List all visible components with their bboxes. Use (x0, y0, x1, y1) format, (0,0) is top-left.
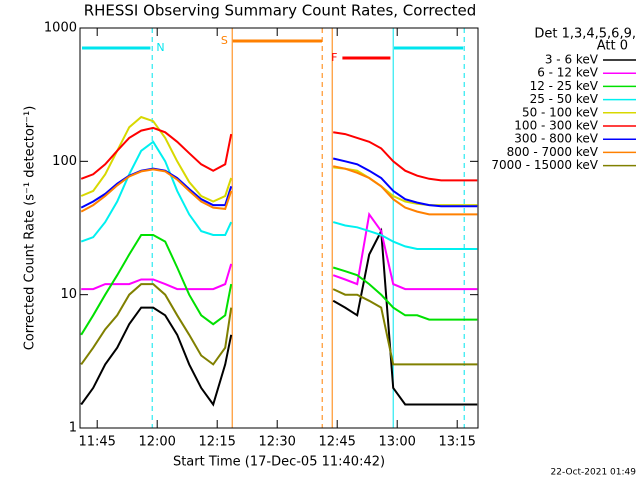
legend-label: 3 - 6 keV (545, 53, 599, 67)
series-line (80, 227, 478, 407)
x-tick-label: 13:00 (378, 435, 415, 450)
y-tick-label: 1000 (44, 21, 77, 36)
y-tick-label: 1 (69, 421, 77, 436)
flag-label: N (156, 41, 164, 54)
x-tick-label: 12:45 (318, 435, 355, 450)
y-axis-label: Corrected Count Rate (s⁻¹ detector⁻¹) (23, 106, 38, 351)
series-line (80, 165, 478, 216)
chart-title: RHESSI Observing Summary Count Rates, Co… (84, 2, 477, 20)
y-tick-label: 10 (60, 287, 77, 302)
legend-label: 100 - 300 keV (514, 119, 598, 133)
x-axis-label: Start Time (17-Dec-05 11:40:42) (173, 455, 385, 470)
flag-label: S (221, 34, 228, 47)
axes-frame (79, 27, 479, 429)
legend-title: Det 1,3,4,5,6,9, (534, 27, 636, 42)
x-tick-label: 12:30 (258, 435, 295, 450)
series-line (80, 234, 478, 336)
x-tick-label: 12:15 (198, 435, 235, 450)
footer: 22-Oct-2021 01:49 (551, 468, 637, 478)
series-line (80, 283, 478, 366)
y-tick-label: 100 (52, 154, 77, 169)
series-line (80, 126, 478, 182)
legend-label: 25 - 50 keV (530, 92, 599, 106)
legend-title: Att 0 (597, 39, 628, 54)
legend-label: 7000 - 15000 keV (491, 158, 598, 172)
legend-label: 800 - 7000 keV (507, 145, 599, 159)
legend-label: 6 - 12 keV (537, 66, 599, 80)
series-line (80, 140, 478, 250)
x-tick-label: 11:45 (78, 435, 115, 450)
series-line (81, 211, 478, 291)
legend-label: 50 - 100 keV (522, 105, 599, 119)
legend-label: 12 - 25 keV (530, 79, 599, 93)
x-tick-label: 12:00 (138, 435, 175, 450)
x-tick-label: 13:15 (438, 435, 475, 450)
flag-label: F (331, 51, 337, 64)
legend-label: 300 - 800 keV (514, 132, 598, 146)
